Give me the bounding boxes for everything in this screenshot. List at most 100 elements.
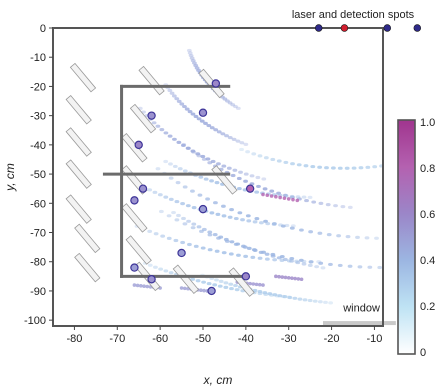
arc-dot	[171, 210, 176, 215]
arc-dot	[323, 300, 328, 304]
arc-dot	[279, 258, 285, 262]
arc-dot	[147, 229, 153, 233]
arc-dot	[257, 256, 263, 260]
streak-dot	[283, 275, 288, 280]
arc-dot	[246, 219, 252, 223]
arc-dot	[252, 220, 258, 224]
arc-dot	[355, 235, 360, 239]
arc-dot	[209, 126, 215, 130]
arc-dot	[254, 190, 260, 194]
arc-dot	[311, 200, 317, 204]
y-tick-label: -20	[30, 81, 46, 93]
arc-dot	[212, 283, 218, 287]
signal-streak	[274, 274, 304, 282]
arc-dot	[233, 104, 238, 109]
arc-dot	[317, 300, 323, 304]
detection-spot	[340, 24, 349, 32]
arc-dot	[265, 222, 271, 226]
arc-dot	[193, 114, 199, 119]
arc-dot	[198, 175, 204, 179]
streak-dot	[286, 275, 291, 280]
arc-dot	[168, 271, 174, 275]
arc-dot	[297, 297, 303, 301]
arc-dot	[298, 258, 304, 262]
arc-dot	[205, 157, 211, 161]
colorbar-ticks: 0 0.2 0.4 0.6 0.8 1.0	[420, 117, 435, 359]
arc-dot	[249, 174, 255, 178]
plot-frame	[52, 27, 384, 327]
arc-dot	[235, 139, 241, 143]
arc-dot	[182, 222, 188, 226]
arc-dot	[159, 128, 165, 132]
arc-dot	[289, 256, 295, 261]
slab-marker	[65, 95, 92, 125]
arc-dot	[301, 262, 307, 266]
arc-dot	[258, 250, 264, 254]
x-tick-label: -10	[366, 333, 382, 345]
streak-dot	[265, 193, 270, 198]
arc-dot	[190, 149, 196, 153]
arc-dot	[177, 167, 183, 171]
arc-dot	[250, 255, 256, 259]
arc-dot	[200, 154, 206, 159]
arc-dot	[223, 281, 229, 285]
arc-dot	[155, 167, 161, 171]
arc-dot	[340, 204, 346, 209]
arc-dot	[303, 164, 309, 168]
arc-dot	[252, 288, 258, 293]
arc-dot	[333, 204, 338, 208]
streak-dot	[199, 288, 203, 293]
arc-dot	[290, 162, 295, 166]
streak-dot	[261, 283, 265, 287]
colorbar-tick-label: 0.8	[420, 163, 435, 175]
arc-dot	[157, 193, 163, 197]
arc-dot	[228, 252, 234, 256]
arc-dot	[175, 181, 181, 185]
colorbar-scale	[397, 119, 416, 355]
arc-dot	[201, 157, 207, 161]
arc-dot	[168, 197, 174, 201]
arc-dot	[344, 166, 350, 170]
arc-dot	[166, 214, 172, 218]
arc-dot	[296, 163, 302, 167]
arc-dot	[243, 254, 249, 258]
arc-dot	[180, 202, 185, 206]
arc-dot	[176, 140, 182, 144]
colorbar-tick-label: 0.2	[420, 301, 435, 313]
arc-dot	[317, 165, 323, 169]
arc-dot	[364, 236, 370, 240]
slab-marker	[74, 223, 101, 254]
arc-dot	[163, 269, 169, 273]
arc-dot	[188, 53, 194, 58]
arc-dot	[301, 259, 307, 264]
arc-dot	[207, 248, 213, 252]
streak-dot	[295, 198, 300, 203]
arc-dot	[271, 222, 277, 226]
colorbar-tick-label: 1.0	[420, 117, 435, 129]
arc-dot	[166, 236, 172, 240]
arc-dot	[318, 261, 324, 265]
data-point	[147, 275, 156, 284]
arc-dot	[191, 205, 197, 210]
arc-dot	[299, 228, 304, 232]
streak-dot	[261, 192, 265, 197]
x-tick-label: -60	[152, 333, 168, 345]
arc-dot	[207, 230, 213, 234]
arc-dot	[229, 240, 235, 244]
arc-dot	[235, 106, 241, 110]
y-tick-label: -50	[30, 169, 46, 181]
y-tick-label: -70	[30, 228, 46, 240]
arc-dot	[347, 205, 353, 209]
arc-dot	[221, 204, 226, 208]
arc-dot	[289, 226, 295, 230]
arc-dot	[245, 214, 251, 218]
arc-dot	[227, 101, 233, 105]
arc-dot	[181, 143, 186, 147]
window-bar	[323, 321, 396, 326]
signal-streaks	[132, 192, 304, 293]
arc-dot	[316, 260, 322, 264]
arc-dot	[314, 265, 320, 269]
arc-dot	[302, 298, 308, 302]
y-axis-label: y, cm	[3, 163, 17, 192]
